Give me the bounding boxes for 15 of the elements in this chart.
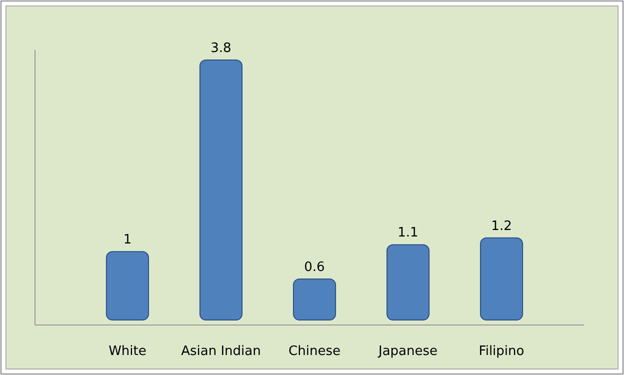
data-label: 0.6 (304, 260, 325, 275)
bar (480, 237, 524, 320)
bar (386, 244, 430, 320)
data-label: 1 (123, 232, 132, 248)
x-tick-label: Chinese (288, 344, 340, 359)
x-tick-label: Japanese (378, 344, 438, 359)
data-label: 1.2 (491, 218, 512, 234)
data-label: 3.8 (210, 41, 232, 56)
data-label: 1.1 (398, 226, 418, 241)
x-tick-label: Filipino (478, 344, 524, 359)
x-tick-label: Asian Indian (181, 344, 261, 359)
x-tick-label: White (108, 344, 146, 359)
bar (292, 278, 336, 320)
bar (199, 60, 243, 320)
bar (106, 251, 150, 320)
